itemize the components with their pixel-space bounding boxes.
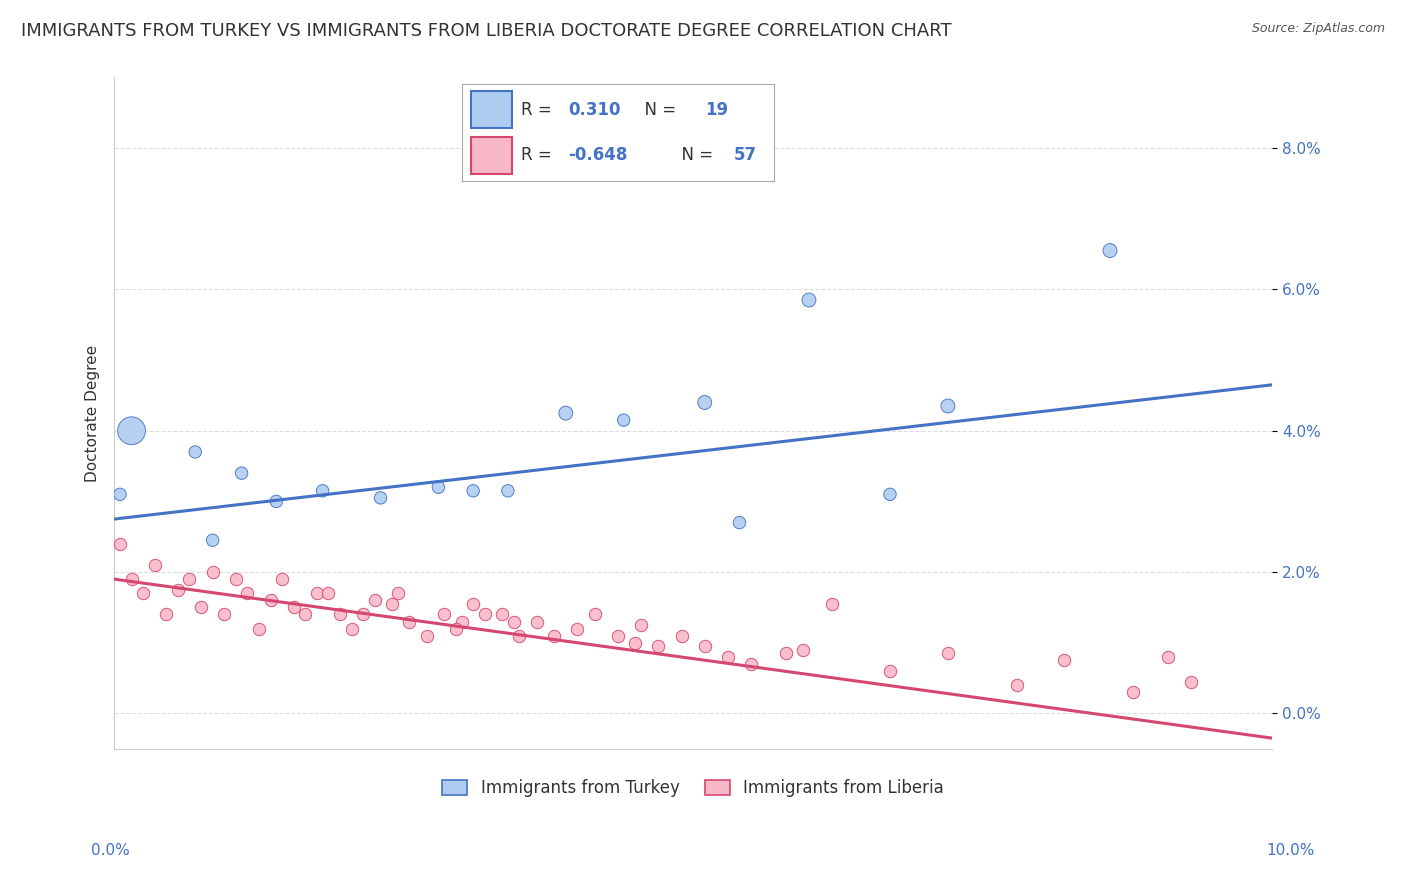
Point xyxy=(728,516,751,530)
Text: 10.0%: 10.0% xyxy=(1267,843,1315,858)
Point xyxy=(231,466,253,480)
Point xyxy=(190,600,212,615)
Point xyxy=(121,424,143,438)
Point xyxy=(381,597,404,611)
Point xyxy=(1180,674,1202,689)
Point xyxy=(630,618,652,632)
Point xyxy=(496,483,519,498)
Point xyxy=(108,537,131,551)
Point xyxy=(879,664,901,678)
Point xyxy=(624,636,647,650)
Point xyxy=(225,572,247,586)
Point xyxy=(155,607,177,622)
Point xyxy=(1098,244,1121,258)
Point xyxy=(567,622,589,636)
Y-axis label: Doctorate Degree: Doctorate Degree xyxy=(86,344,100,482)
Point xyxy=(121,572,143,586)
Text: IMMIGRANTS FROM TURKEY VS IMMIGRANTS FROM LIBERIA DOCTORATE DEGREE CORRELATION C: IMMIGRANTS FROM TURKEY VS IMMIGRANTS FRO… xyxy=(21,22,952,40)
Point xyxy=(543,629,565,643)
Point xyxy=(474,607,496,622)
Point xyxy=(554,406,576,420)
Point xyxy=(259,593,281,607)
Point xyxy=(936,399,959,413)
Point xyxy=(450,615,472,629)
Point xyxy=(370,491,392,505)
Point xyxy=(184,445,207,459)
Point xyxy=(340,622,363,636)
Point xyxy=(132,586,155,600)
Point xyxy=(387,586,409,600)
Point xyxy=(693,395,716,409)
Point xyxy=(606,629,628,643)
Point xyxy=(329,607,352,622)
Point xyxy=(108,487,131,501)
Point xyxy=(433,607,456,622)
Text: Source: ZipAtlas.com: Source: ZipAtlas.com xyxy=(1251,22,1385,36)
Point xyxy=(647,640,669,654)
Point xyxy=(502,615,524,629)
Point xyxy=(526,615,548,629)
Point xyxy=(271,572,294,586)
Point xyxy=(305,586,328,600)
Point xyxy=(583,607,606,622)
Point xyxy=(318,586,340,600)
Point xyxy=(364,593,387,607)
Point xyxy=(1007,678,1029,692)
Point xyxy=(266,494,288,508)
Point xyxy=(1157,649,1180,664)
Point xyxy=(416,629,439,643)
Point xyxy=(444,622,467,636)
Point xyxy=(143,558,166,572)
Point xyxy=(294,607,316,622)
Point xyxy=(352,607,374,622)
Point xyxy=(463,597,485,611)
Point xyxy=(613,413,636,427)
Point xyxy=(236,586,259,600)
Text: 0.0%: 0.0% xyxy=(91,843,131,858)
Point xyxy=(508,629,530,643)
Point xyxy=(427,480,450,494)
Point xyxy=(247,622,270,636)
Point xyxy=(717,649,740,664)
Point xyxy=(775,646,797,660)
Point xyxy=(463,483,485,498)
Point xyxy=(491,607,513,622)
Point xyxy=(936,646,959,660)
Point xyxy=(201,533,224,548)
Point xyxy=(879,487,901,501)
Point xyxy=(693,640,716,654)
Point xyxy=(671,629,693,643)
Legend: Immigrants from Turkey, Immigrants from Liberia: Immigrants from Turkey, Immigrants from … xyxy=(436,772,950,805)
Point xyxy=(398,615,420,629)
Point xyxy=(179,572,201,586)
Point xyxy=(311,483,333,498)
Point xyxy=(212,607,235,622)
Point xyxy=(1122,685,1144,699)
Point xyxy=(792,642,814,657)
Point xyxy=(201,565,224,579)
Point xyxy=(821,597,844,611)
Point xyxy=(167,582,190,597)
Point xyxy=(283,600,305,615)
Point xyxy=(740,657,762,671)
Point xyxy=(1053,653,1076,667)
Point xyxy=(797,293,820,307)
